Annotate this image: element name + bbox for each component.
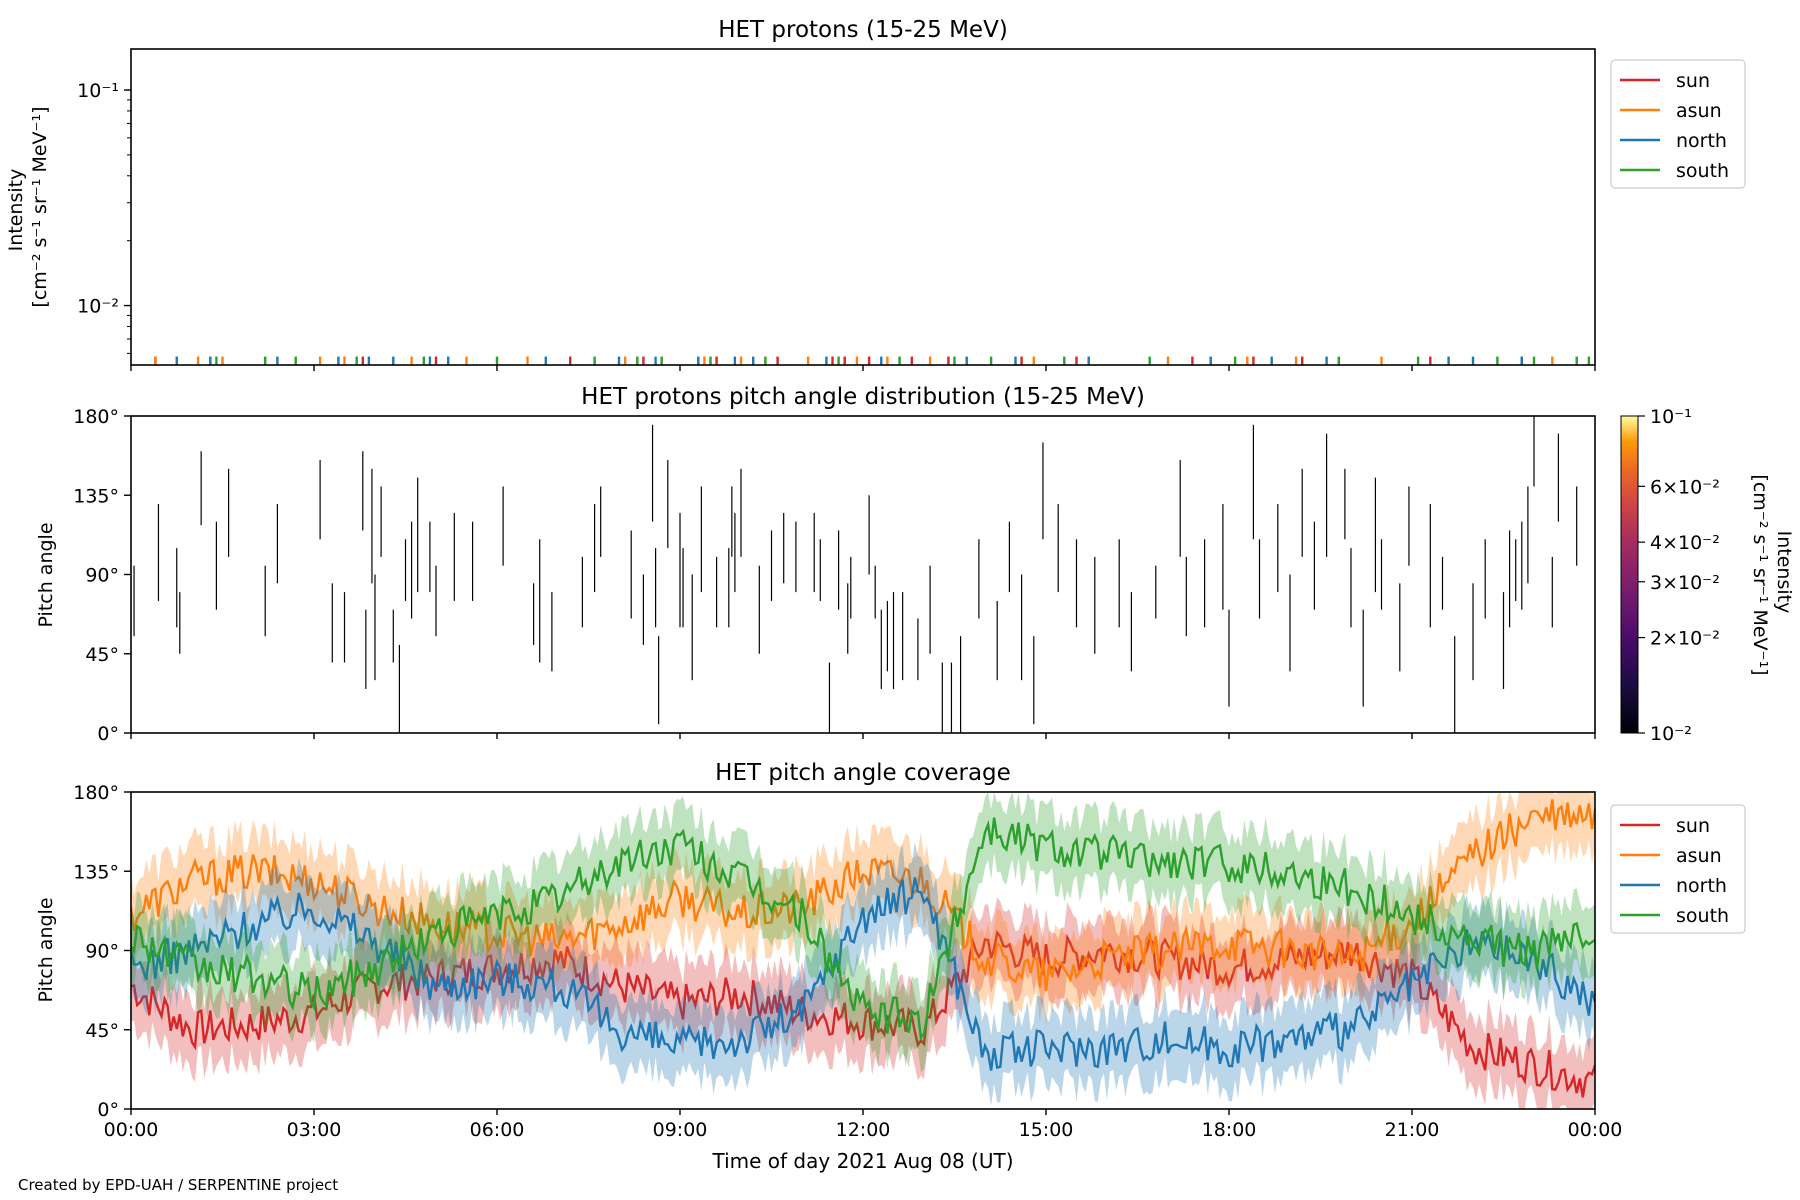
y-tick-label: 90°	[85, 565, 119, 587]
coverage-line-asun	[131, 799, 1595, 992]
legend-label-sun: sun	[1676, 815, 1710, 837]
legend-label-north: north	[1676, 130, 1727, 152]
x-tick-label: 12:00	[836, 1119, 891, 1141]
panel2-x-ticks	[130, 733, 1596, 739]
y-tick-label: 45°	[85, 1020, 119, 1042]
x-tick-label: 15:00	[1019, 1119, 1074, 1141]
coverage-line-north	[131, 877, 1595, 1071]
panel1-legend: sun asun north south	[1610, 59, 1746, 189]
x-axis-label: Time of day 2021 Aug 08 (UT)	[711, 1149, 1013, 1173]
panel3-y-ticks: 0° 45° 90° 135° 180°	[73, 782, 131, 1121]
panel3-x-ticks: 00:00 03:00 06:00 09:00 12:00 15:00 18:00 21:00…	[104, 1109, 1623, 1141]
colorbar-tick-label: 4×10⁻²	[1650, 532, 1720, 554]
colorbar-ticks: 10⁻¹ 6×10⁻² 4×10⁻² 3×10⁻² 2×10⁻² 10⁻²	[1638, 406, 1720, 745]
panel2-ylabel: Pitch angle	[35, 522, 57, 627]
y-tick-label: 180°	[73, 782, 119, 804]
legend-label-south: south	[1676, 905, 1729, 927]
y-tick-label: 90°	[85, 941, 119, 963]
panel3-title: HET pitch angle coverage	[715, 760, 1011, 786]
colorbar-tick-label: 10⁻¹	[1650, 406, 1692, 428]
panel3-legend: sun asun north south	[1610, 804, 1746, 934]
panel3-ylabel: Pitch angle	[35, 897, 57, 1002]
colorbar-label-line1: Intensity	[1773, 531, 1795, 614]
legend-box	[1610, 804, 1746, 934]
legend-box	[1610, 59, 1746, 189]
panel1-marks	[154, 356, 1591, 365]
panel1-x-ticks	[130, 365, 1596, 371]
y-tick-label: 135°	[73, 861, 119, 883]
coverage-band-north	[131, 842, 1595, 1106]
y-tick-label: 0°	[97, 723, 119, 745]
panel2-y-ticks: 0° 45° 90° 135° 180°	[73, 406, 131, 745]
footer-credit: Created by EPD-UAH / SERPENTINE project	[18, 1176, 338, 1194]
x-tick-label: 21:00	[1385, 1119, 1440, 1141]
panel2-marks	[133, 416, 1578, 733]
legend-label-asun: asun	[1676, 100, 1722, 122]
panel1-axes-frame	[130, 48, 1596, 366]
x-tick-label: 00:00	[1568, 1119, 1623, 1141]
coverage-band-south	[131, 792, 1595, 1073]
legend-label-south: south	[1676, 160, 1729, 182]
legend-label-north: north	[1676, 875, 1727, 897]
colorbar-tick-label: 3×10⁻²	[1650, 572, 1720, 594]
x-tick-label: 06:00	[470, 1119, 525, 1141]
colorbar-label: Intensity [cm⁻² s⁻¹ sr⁻¹ MeV⁻¹]	[1749, 474, 1795, 675]
legend-label-asun: asun	[1676, 845, 1722, 867]
colorbar-label-line2: [cm⁻² s⁻¹ sr⁻¹ MeV⁻¹]	[1749, 474, 1771, 675]
x-tick-label: 00:00	[104, 1119, 159, 1141]
coverage-band-sun	[131, 897, 1595, 1109]
y-tick-label: 135°	[73, 485, 119, 507]
panel2-title: HET protons pitch angle distribution (15…	[581, 384, 1145, 410]
y-tick-label: 45°	[85, 644, 119, 666]
panel1-y-ticks: 10⁻¹ 10⁻²	[77, 80, 131, 354]
panel1-ylabel: Intensity [cm⁻² s⁻¹ sr⁻¹ MeV⁻¹]	[5, 106, 51, 307]
legend-label-sun: sun	[1676, 70, 1710, 92]
colorbar-tick-label: 2×10⁻²	[1650, 628, 1720, 650]
panel1-ylabel-line1: Intensity	[5, 169, 27, 252]
y-tick-label: 10⁻²	[77, 296, 119, 318]
panel1-title: HET protons (15-25 MeV)	[718, 17, 1008, 43]
coverage-line-south	[131, 817, 1595, 1041]
x-tick-label: 03:00	[287, 1119, 342, 1141]
x-tick-label: 18:00	[1202, 1119, 1257, 1141]
colorbar	[1620, 415, 1639, 734]
panel3-marks	[131, 792, 1595, 1109]
colorbar-tick-label: 6×10⁻²	[1650, 476, 1720, 498]
y-tick-label: 0°	[97, 1099, 119, 1121]
panel1-ylabel-line2: [cm⁻² s⁻¹ sr⁻¹ MeV⁻¹]	[29, 106, 51, 307]
x-tick-label: 09:00	[653, 1119, 708, 1141]
colorbar-tick-label: 10⁻²	[1650, 723, 1692, 745]
y-tick-label: 10⁻¹	[77, 80, 119, 102]
y-tick-label: 180°	[73, 406, 119, 428]
coverage-line-sun	[131, 929, 1595, 1098]
